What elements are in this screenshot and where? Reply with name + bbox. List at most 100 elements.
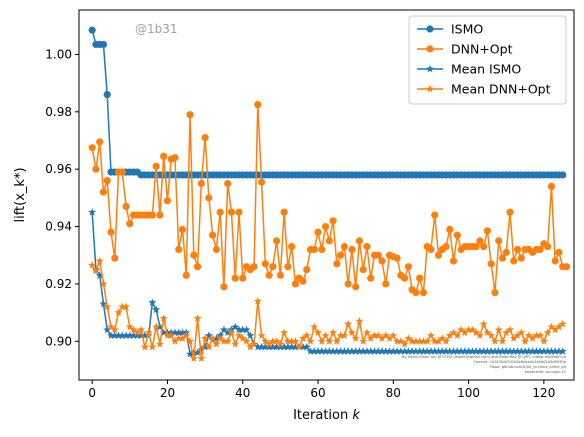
- data-point: [558, 319, 567, 328]
- data-point: [88, 261, 97, 269]
- data-point: [347, 347, 356, 355]
- data-point: [272, 337, 281, 345]
- data-point: [302, 331, 311, 339]
- data-point: [321, 331, 330, 339]
- data-point: [122, 202, 130, 211]
- data-point: [374, 251, 382, 259]
- data-point: [348, 245, 356, 254]
- legend-label: ISMO: [451, 22, 483, 37]
- data-point: [344, 319, 353, 328]
- data-point: [381, 331, 390, 339]
- legend-label: Mean DNN+Opt: [451, 82, 551, 97]
- data-point: [472, 328, 481, 337]
- data-point: [532, 347, 541, 355]
- data-point: [107, 331, 115, 339]
- data-point: [280, 208, 288, 216]
- data-point: [543, 328, 552, 337]
- data-point: [434, 337, 443, 345]
- data-point: [487, 260, 495, 268]
- data-point: [212, 245, 220, 254]
- data-point: [400, 339, 409, 348]
- data-point: [487, 347, 496, 355]
- data-point: [257, 178, 266, 186]
- data-point: [434, 251, 443, 259]
- data-point: [521, 347, 530, 355]
- legend-label: Mean ISMO: [451, 62, 521, 77]
- data-point: [129, 331, 138, 339]
- y-tick-label: 0.96: [45, 162, 72, 176]
- data-point: [445, 331, 454, 339]
- data-point: [321, 222, 330, 231]
- data-point: [209, 231, 217, 239]
- data-point: [498, 254, 507, 262]
- data-point: [268, 342, 277, 351]
- data-point: [125, 322, 134, 331]
- data-point: [352, 283, 360, 291]
- data-point: [280, 328, 289, 337]
- data-point: [140, 342, 149, 351]
- data-point: [186, 349, 195, 358]
- data-point: [103, 177, 111, 185]
- series-dnn-opt: [88, 101, 571, 297]
- data-point: [107, 322, 115, 331]
- data-point: [509, 334, 518, 342]
- data-point: [238, 334, 247, 342]
- data-point: [510, 257, 518, 265]
- data-point: [544, 243, 552, 251]
- data-point: [426, 331, 435, 339]
- data-point: [442, 243, 450, 251]
- data-point: [291, 337, 300, 345]
- data-point: [234, 325, 243, 334]
- data-point: [457, 325, 466, 334]
- data-point: [163, 331, 172, 339]
- data-point: [189, 354, 198, 362]
- data-point: [234, 331, 243, 339]
- data-point: [174, 334, 183, 342]
- x-tick-label: 40: [235, 386, 250, 400]
- data-point: [539, 347, 548, 355]
- data-point: [201, 134, 209, 142]
- data-point: [555, 248, 563, 256]
- data-point: [337, 251, 345, 259]
- data-point: [336, 331, 345, 339]
- data-point: [362, 328, 371, 337]
- data-point: [193, 314, 202, 322]
- data-point: [156, 211, 164, 219]
- data-point: [389, 347, 398, 355]
- data-point: [487, 331, 496, 339]
- data-point: [133, 331, 142, 339]
- data-point: [325, 337, 334, 345]
- data-point: [536, 331, 545, 339]
- data-point: [257, 342, 266, 351]
- data-point: [171, 154, 179, 162]
- data-point: [152, 162, 160, 170]
- data-point: [325, 347, 334, 355]
- data-point: [88, 144, 96, 152]
- data-point: [273, 237, 281, 245]
- data-point: [186, 337, 195, 345]
- data-point: [227, 208, 236, 216]
- data-point: [396, 337, 405, 345]
- data-point: [204, 342, 213, 351]
- data-point: [419, 337, 428, 345]
- data-point: [438, 334, 447, 342]
- data-point: [378, 334, 387, 342]
- data-point: [95, 271, 104, 279]
- data-point: [212, 339, 221, 348]
- data-point: [212, 334, 221, 342]
- data-point: [524, 331, 533, 339]
- x-tick-label: 80: [386, 386, 401, 400]
- data-point: [99, 188, 108, 196]
- data-point: [254, 101, 262, 109]
- data-point: [261, 260, 269, 268]
- data-point: [220, 283, 228, 291]
- data-point: [114, 331, 123, 339]
- data-point: [148, 211, 157, 219]
- data-point: [423, 347, 432, 355]
- data-point: [118, 302, 127, 311]
- legend-marker: [426, 25, 434, 33]
- data-point: [393, 254, 401, 262]
- data-point: [314, 347, 323, 355]
- data-point: [517, 347, 526, 355]
- data-point: [288, 243, 296, 251]
